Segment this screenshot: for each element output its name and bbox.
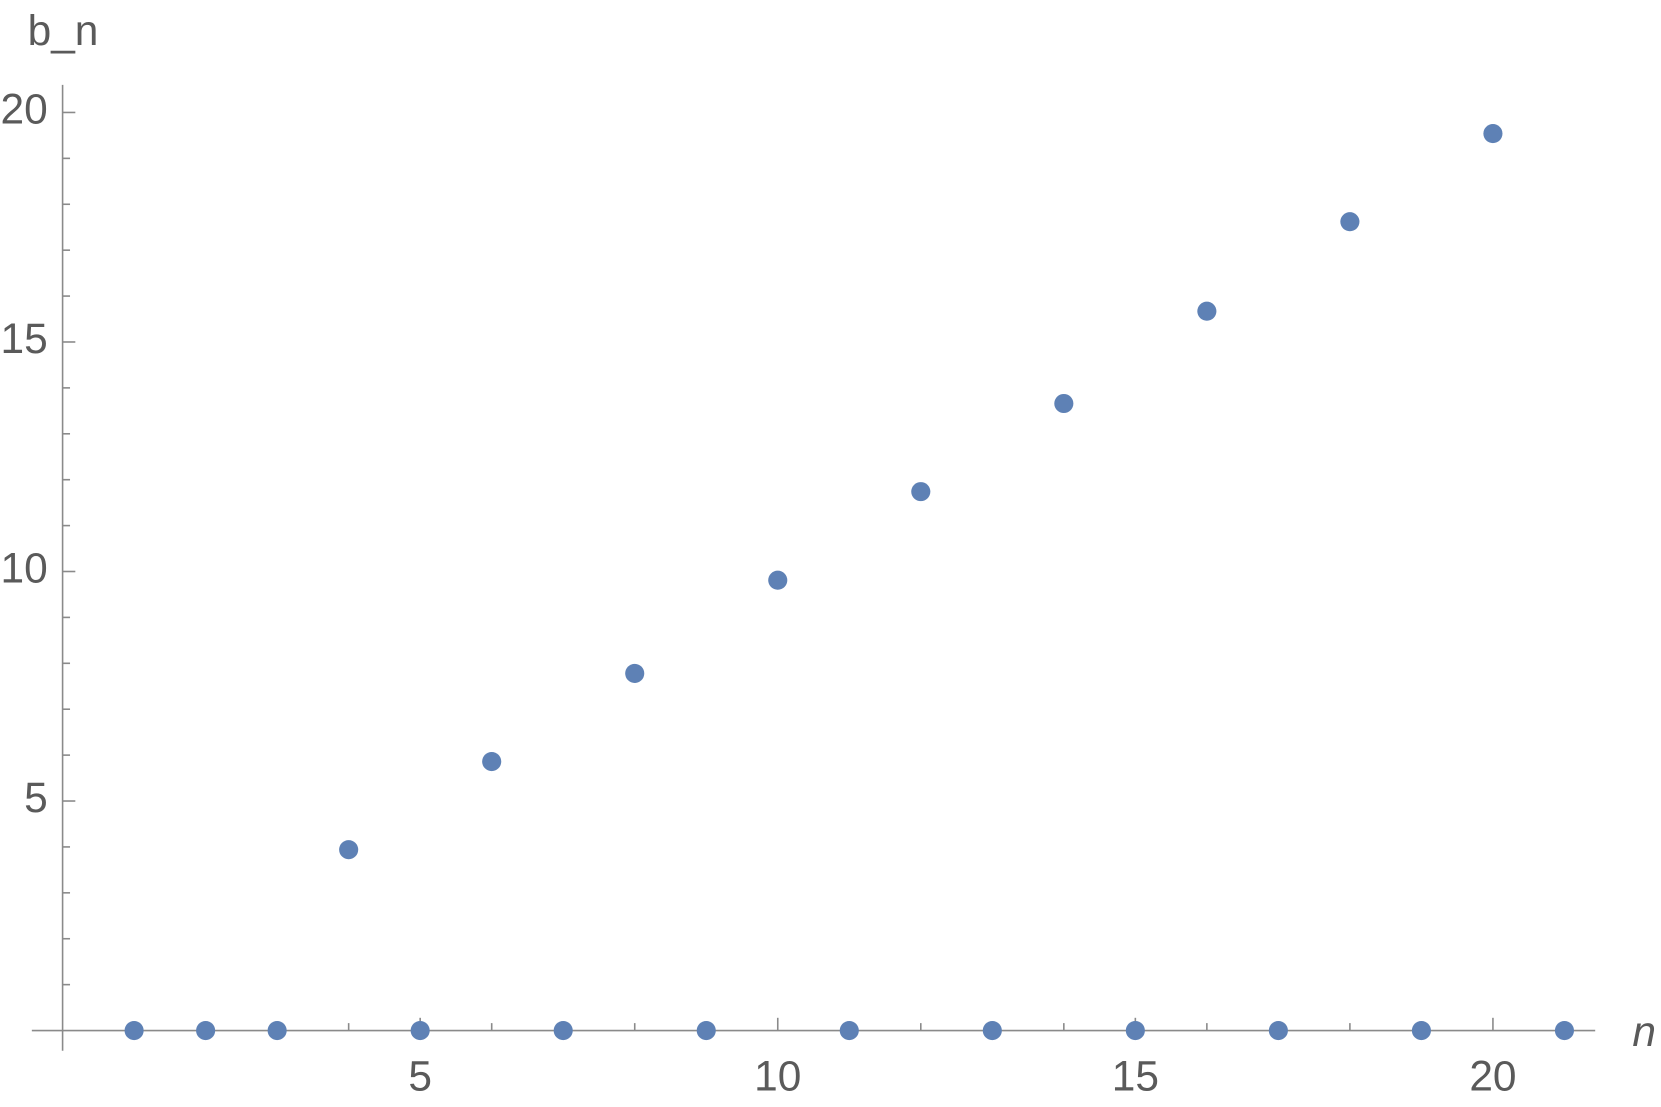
point [625,663,645,683]
point [1554,1020,1574,1041]
point [410,1020,430,1041]
point [124,1020,144,1041]
point [1340,212,1360,232]
x-axis-label: n [1632,1008,1656,1055]
point [339,840,359,860]
y-axis-label: b_n [28,7,99,54]
point [482,751,502,772]
y-tick-label: 20 [1,86,48,133]
point [1411,1020,1431,1041]
point [982,1020,1002,1041]
point [1054,393,1074,414]
x-tick-label: 5 [408,1053,432,1100]
point [768,570,788,590]
y-tick-label: 10 [1,545,48,592]
point [1268,1020,1288,1041]
x-tick-label: 10 [754,1053,801,1100]
point [696,1020,716,1041]
point [1125,1020,1145,1041]
point [267,1020,287,1041]
point [911,482,931,502]
point [839,1020,859,1041]
x-tick-label: 20 [1469,1053,1516,1100]
y-tick-label: 15 [1,315,48,362]
point [1197,301,1217,321]
point [553,1020,573,1041]
point [196,1020,216,1041]
y-tick-label: 5 [24,774,48,821]
point [1483,124,1503,144]
x-tick-label: 15 [1112,1053,1159,1100]
